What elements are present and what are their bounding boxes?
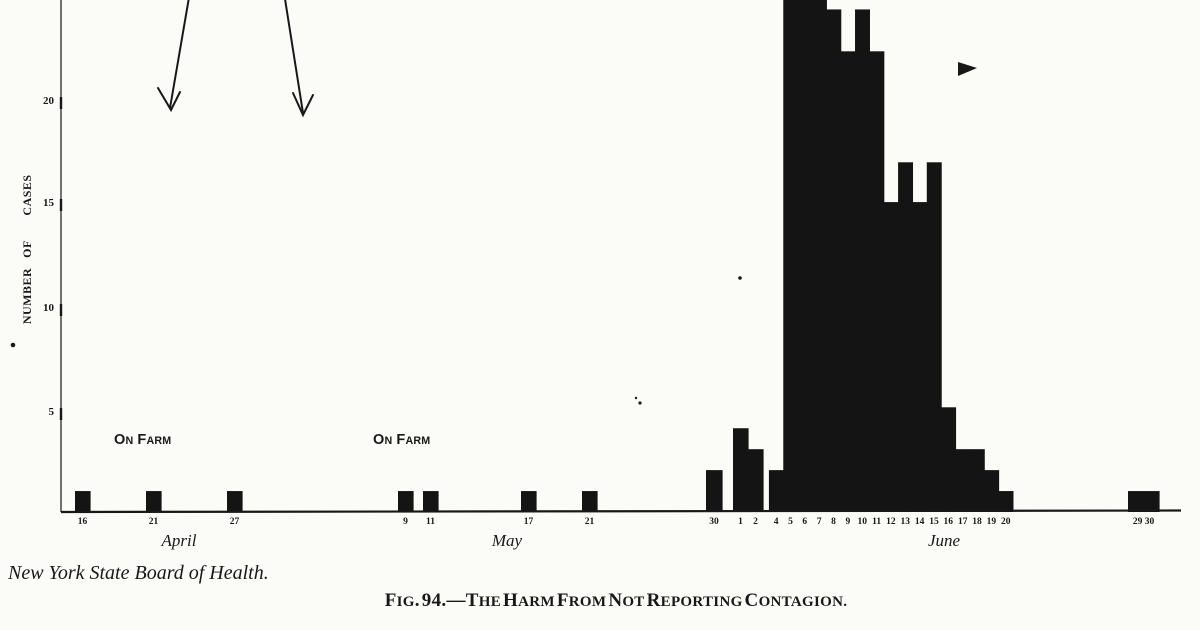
svg-text:13: 13 — [900, 517, 910, 527]
svg-text:7: 7 — [817, 517, 822, 527]
svg-text:14: 14 — [915, 517, 925, 527]
svg-text:New York State Board of Health: New York State Board of Health. — [7, 562, 269, 584]
svg-text:12: 12 — [886, 517, 896, 527]
svg-text:27: 27 — [230, 517, 240, 527]
svg-text:1: 1 — [738, 517, 743, 527]
svg-text:21: 21 — [149, 517, 159, 527]
svg-text:17: 17 — [958, 517, 968, 527]
svg-text:19: 19 — [987, 517, 997, 527]
svg-text:16: 16 — [944, 517, 954, 527]
svg-text:8: 8 — [831, 517, 836, 527]
svg-text:NUMBER: NUMBER — [20, 268, 34, 324]
svg-text:11: 11 — [872, 517, 881, 527]
svg-text:21: 21 — [585, 517, 595, 527]
svg-text:April: April — [161, 531, 197, 550]
svg-text:4: 4 — [774, 517, 779, 527]
svg-text:May: May — [491, 531, 523, 550]
svg-text:29 30: 29 30 — [1133, 517, 1155, 527]
svg-text:18: 18 — [972, 517, 982, 527]
svg-text:15: 15 — [43, 197, 55, 209]
svg-text:30: 30 — [709, 517, 719, 527]
svg-text:2: 2 — [753, 517, 758, 527]
svg-text:5: 5 — [49, 406, 55, 418]
svg-text:9: 9 — [846, 517, 851, 527]
svg-text:20: 20 — [43, 95, 55, 107]
svg-text:20: 20 — [1001, 517, 1011, 527]
svg-text:6: 6 — [802, 517, 807, 527]
svg-text:10: 10 — [857, 517, 867, 527]
svg-text:OF: OF — [20, 240, 34, 258]
svg-text:9: 9 — [403, 517, 408, 527]
svg-text:June: June — [928, 531, 961, 550]
svg-text:11: 11 — [426, 517, 435, 527]
svg-text:16: 16 — [78, 517, 88, 527]
svg-text:15: 15 — [929, 517, 939, 527]
svg-text:17: 17 — [524, 517, 534, 527]
svg-text:CASES: CASES — [20, 174, 34, 215]
svg-text:10: 10 — [43, 302, 55, 314]
svg-text:5: 5 — [788, 517, 793, 527]
